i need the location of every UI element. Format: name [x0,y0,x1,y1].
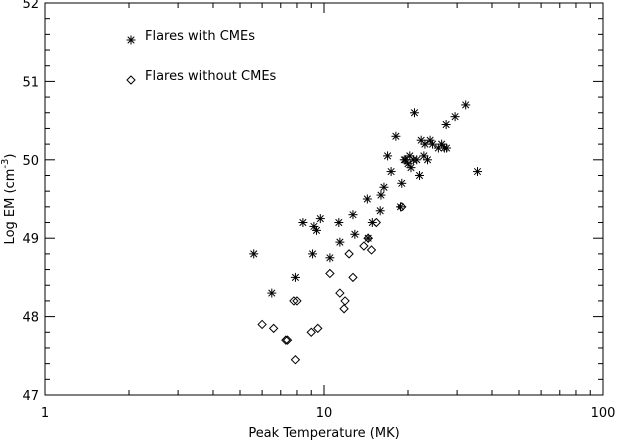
data-point-with-cme [450,112,460,122]
data-point-without-cme [339,304,349,314]
data-point-with-cme [290,272,300,282]
data-point-with-cme [386,167,396,177]
y-axis-label: Log EM (cm-3) [0,154,18,245]
data-point-with-cme [348,210,358,220]
data-point-without-cme [292,296,302,306]
data-point-without-cme [335,288,345,298]
legend-label-flares-with-cmes: Flares with CMEs [145,29,255,44]
data-point-with-cme [461,100,471,110]
data-point-without-cme [359,241,369,251]
data-point-with-cme [397,178,407,188]
y-tick-label: 51 [22,75,39,90]
data-point-without-cme [282,335,293,345]
data-point-with-cme [401,155,411,165]
data-point-with-cme [442,143,452,153]
x-tick-label: 10 [316,406,333,421]
data-point-with-cme [298,218,308,228]
data-point-with-cme [415,170,425,180]
data-point-with-cme [376,190,386,200]
x-axis-tick-labels: 1 10 100 [41,406,616,421]
y-axis-label-main: Log EM (cm [3,169,18,245]
data-point-without-cme [257,319,267,330]
data-point-with-cme [249,249,259,259]
data-point-with-cme [308,249,318,259]
legend-asterisk-symbol [126,35,136,45]
data-point-without-cme [348,272,358,283]
data-point-with-cme [383,151,393,161]
data-point-with-cme [315,214,325,224]
data-point-without-cme [371,217,382,228]
x-axis-label: Peak Temperature (MK) [248,426,399,441]
y-tick-label: 48 [22,311,39,326]
y-tick-label: 47 [22,389,39,404]
data-point-with-cme [473,167,483,177]
legend-diamond-symbol [126,75,136,85]
data-point-without-cme [397,202,407,212]
y-axis-tick-labels: 47 48 49 50 51 52 [22,0,39,404]
data-point-with-cme [441,120,451,130]
data-point-without-cme [313,323,323,334]
data-point-with-cme [375,206,385,216]
data-point-without-cme [366,245,377,255]
data-point-with-cme [267,288,277,298]
data-point-without-cme [281,335,291,345]
data-point-with-cme [363,233,373,243]
data-point-without-cme [340,296,350,306]
data-point-without-cme [306,327,316,337]
x-axis-ticks [44,3,604,395]
x-tick-label: 100 [591,406,616,421]
data-point-with-cme [409,108,419,118]
series-flares-without-cmes [257,202,407,365]
y-axis-label-superscript: -3 [0,159,11,169]
data-point-without-cme [363,233,373,243]
data-point-with-cme [428,139,438,149]
y-axis-ticks [45,2,603,396]
data-point-without-cme [325,268,335,279]
data-point-with-cme [312,225,322,235]
data-point-without-cme [268,323,279,334]
data-point-with-cme [412,155,422,165]
legend-label-flares-without-cmes: Flares without CMEs [145,69,277,84]
data-point-with-cme [391,131,401,141]
legend-marker-flares-without-cmes [126,75,136,85]
data-point-with-cme [362,194,372,204]
data-point-with-cme [350,229,360,239]
plot-frame [44,2,604,396]
data-point-with-cme [334,218,344,228]
data-point-without-cme [344,249,354,259]
data-points [249,100,483,365]
x-tick-label: 1 [41,406,49,421]
data-point-with-cme [420,139,430,149]
legend-marker-flares-with-cmes [126,35,136,45]
data-point-with-cme [325,253,335,263]
data-point-with-cme [406,163,416,173]
data-point-with-cme [423,155,433,165]
data-point-with-cme [379,182,389,192]
data-point-without-cme [290,355,301,365]
series-flares-with-cmes [249,100,483,298]
data-point-with-cme [335,237,345,247]
y-tick-label: 52 [22,0,39,12]
y-tick-label: 50 [22,154,39,169]
legend: Flares with CMEs Flares without CMEs [126,29,277,85]
y-tick-label: 49 [22,232,39,247]
y-axis-label-close: ) [3,154,18,159]
data-point-without-cme [289,296,299,306]
